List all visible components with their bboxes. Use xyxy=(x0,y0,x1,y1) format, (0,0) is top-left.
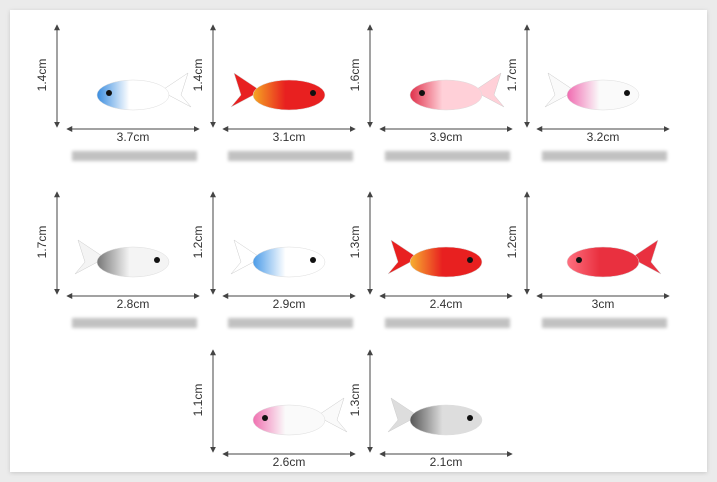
label-bg xyxy=(265,131,313,145)
fish-body xyxy=(409,246,483,278)
product-item: 1.3cm 2.4cm xyxy=(348,191,513,328)
product-item: 1.4cm 3.7cm xyxy=(35,24,200,161)
fish-tail xyxy=(473,72,505,108)
fish-eye xyxy=(310,257,316,263)
width-label: 2.4cm xyxy=(430,297,463,311)
fish xyxy=(96,72,192,111)
fish-body xyxy=(409,404,483,436)
fish-eye xyxy=(624,90,630,96)
label-bg xyxy=(579,131,627,145)
width-label: 3.7cm xyxy=(117,130,150,144)
fish-eye xyxy=(419,90,425,96)
fish-eye xyxy=(576,257,582,263)
width-label: 2.8cm xyxy=(117,297,150,311)
fish-body xyxy=(252,404,326,436)
label-bg xyxy=(265,298,313,312)
blurred-text xyxy=(385,151,510,161)
height-label: 1.7cm xyxy=(35,226,49,259)
fish-body xyxy=(566,246,640,278)
blurred-text xyxy=(72,151,197,161)
blurred-text xyxy=(228,318,353,328)
blurred-text xyxy=(385,318,510,328)
height-label: 1.3cm xyxy=(348,384,362,417)
fish xyxy=(387,239,483,278)
fish-tail xyxy=(160,72,192,108)
fish-eye xyxy=(467,257,473,263)
product-item: 1.2cm 2.9cm xyxy=(191,191,356,328)
blurred-text xyxy=(228,151,353,161)
blurred-text xyxy=(542,151,667,161)
items: 1.4cm 3.7cm 1.4cm 3.1cm 1.6cm 3.9cm 1.7cm 3.2cm… xyxy=(35,24,670,470)
fish-tail xyxy=(74,239,106,275)
fish-body xyxy=(252,79,326,111)
fish-body xyxy=(96,79,170,111)
fish-tail xyxy=(544,72,576,108)
height-label: 1.7cm xyxy=(505,59,519,92)
product-item: 1.1cm 2.6cm xyxy=(191,349,356,470)
height-label: 1.4cm xyxy=(35,59,49,92)
width-label: 3cm xyxy=(592,297,615,311)
fish-tail xyxy=(387,397,419,433)
label-bg xyxy=(422,131,470,145)
fish xyxy=(566,239,662,278)
fish-tail xyxy=(387,239,419,275)
fish xyxy=(409,72,505,111)
product-item: 1.2cm 3cm xyxy=(505,191,670,328)
label-bg xyxy=(422,456,470,470)
product-item: 1.7cm 2.8cm xyxy=(35,191,200,328)
label-bg xyxy=(109,298,157,312)
height-label: 1.2cm xyxy=(191,226,205,259)
label-bg xyxy=(579,298,627,312)
label-bg xyxy=(422,298,470,312)
width-label: 2.9cm xyxy=(273,297,306,311)
fish-eye xyxy=(310,90,316,96)
fish-eye xyxy=(467,415,473,421)
product-item: 1.6cm 3.9cm xyxy=(348,24,513,161)
fish xyxy=(544,72,640,111)
blurred-text xyxy=(542,318,667,328)
fish-tail xyxy=(316,397,348,433)
fish-body xyxy=(252,246,326,278)
height-label: 1.4cm xyxy=(191,59,205,92)
fish-body xyxy=(409,79,483,111)
blurred-text xyxy=(72,318,197,328)
fish xyxy=(74,239,170,278)
width-label: 3.9cm xyxy=(430,130,463,144)
fish-body xyxy=(566,79,640,111)
label-bg xyxy=(265,456,313,470)
fish-eye xyxy=(154,257,160,263)
product-item: 1.3cm 2.1cm xyxy=(348,349,513,470)
fish-tail xyxy=(230,72,262,108)
fish xyxy=(230,239,326,278)
fish-eye xyxy=(262,415,268,421)
width-label: 2.6cm xyxy=(273,455,306,469)
label-bg xyxy=(109,131,157,145)
fish xyxy=(387,397,483,436)
height-label: 1.1cm xyxy=(191,384,205,417)
height-label: 1.6cm xyxy=(348,59,362,92)
width-label: 2.1cm xyxy=(430,455,463,469)
height-label: 1.2cm xyxy=(505,226,519,259)
fish-body xyxy=(96,246,170,278)
fish xyxy=(252,397,348,436)
fish-tail xyxy=(230,239,262,275)
height-label: 1.3cm xyxy=(348,226,362,259)
product-item: 1.7cm 3.2cm xyxy=(505,24,670,161)
product-item: 1.4cm 3.1cm xyxy=(191,24,356,161)
fish xyxy=(230,72,326,111)
fish-tail xyxy=(630,239,662,275)
width-label: 3.2cm xyxy=(587,130,620,144)
fish-eye xyxy=(106,90,112,96)
width-label: 3.1cm xyxy=(273,130,306,144)
